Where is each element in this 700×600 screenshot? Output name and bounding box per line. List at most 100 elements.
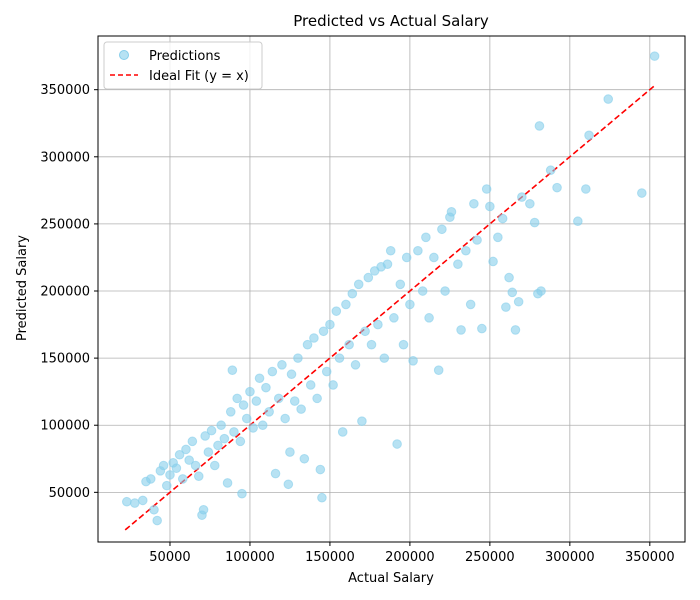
prediction-point <box>379 353 390 363</box>
y-tick-label: 250000 <box>40 217 90 232</box>
legend-label-predictions: Predictions <box>149 49 221 64</box>
prediction-point <box>421 232 431 243</box>
prediction-point <box>398 339 409 350</box>
prediction-point <box>318 326 329 337</box>
legend-box <box>103 41 263 90</box>
x-tick-label: 150000 <box>305 550 355 565</box>
prediction-point <box>350 360 361 370</box>
prediction-point <box>417 286 428 296</box>
prediction-point <box>248 423 258 433</box>
legend: Predictions Ideal Fit (y = x) <box>103 41 263 90</box>
prediction-point <box>453 259 463 269</box>
legend-marker-predictions <box>119 50 129 60</box>
prediction-point <box>219 433 230 444</box>
prediction-point <box>309 333 319 343</box>
prediction-point <box>334 353 345 363</box>
ideal-fit-line-layer <box>124 85 656 531</box>
prediction-points <box>121 51 660 526</box>
prediction-point <box>198 504 209 515</box>
prediction-point <box>216 420 226 431</box>
prediction-point <box>529 217 540 228</box>
legend-label-ideal-fit: Ideal Fit (y = x) <box>149 69 249 84</box>
prediction-point <box>649 51 660 61</box>
prediction-point <box>504 272 514 283</box>
prediction-point <box>145 474 156 484</box>
prediction-point <box>353 279 364 290</box>
x-tick-label: 200000 <box>385 550 435 565</box>
prediction-point <box>510 325 521 335</box>
prediction-point <box>227 365 238 376</box>
y-axis-label: Predicted Salary <box>15 235 30 341</box>
x-axis-ticks: 50000 100000 150000 200000 250000 300000 35000… <box>149 542 675 565</box>
prediction-point <box>181 444 191 455</box>
prediction-point <box>373 319 383 330</box>
prediction-point <box>184 455 194 465</box>
prediction-point <box>545 165 556 176</box>
prediction-point <box>637 188 647 198</box>
prediction-point <box>581 184 591 194</box>
prediction-point <box>424 313 434 323</box>
prediction-point <box>401 252 412 263</box>
prediction-point <box>238 400 249 410</box>
prediction-point <box>573 216 583 227</box>
x-axis-label: Actual Salary <box>348 571 434 586</box>
prediction-point <box>229 427 239 437</box>
prediction-point <box>501 302 511 312</box>
prediction-point <box>344 339 354 350</box>
prediction-point <box>213 440 223 451</box>
prediction-point <box>225 407 236 417</box>
x-tick-label: 50000 <box>149 550 190 565</box>
prediction-point <box>121 496 132 507</box>
prediction-point <box>302 339 313 350</box>
prediction-point <box>267 366 278 377</box>
prediction-point <box>270 468 281 479</box>
prediction-point <box>331 306 342 316</box>
prediction-point <box>286 369 297 380</box>
prediction-point <box>389 313 399 323</box>
prediction-point <box>321 366 332 377</box>
prediction-point <box>408 356 418 366</box>
prediction-point <box>261 382 271 393</box>
prediction-point <box>413 245 423 256</box>
prediction-point <box>273 393 284 404</box>
prediction-point <box>312 393 322 404</box>
prediction-point <box>293 353 303 363</box>
ideal-fit-line <box>124 85 656 531</box>
prediction-point <box>488 256 498 267</box>
prediction-point <box>517 192 527 202</box>
prediction-point <box>129 498 140 508</box>
y-tick-label: 300000 <box>40 150 90 165</box>
prediction-point <box>235 436 246 447</box>
prediction-point <box>366 339 377 350</box>
prediction-point <box>174 449 185 460</box>
prediction-point <box>360 326 370 337</box>
prediction-point <box>357 416 367 427</box>
prediction-point <box>433 365 444 376</box>
prediction-point <box>283 479 294 490</box>
prediction-point <box>461 245 471 256</box>
prediction-point <box>477 323 487 334</box>
prediction-point <box>507 287 518 298</box>
prediction-point <box>137 495 148 506</box>
prediction-point <box>200 431 210 441</box>
y-tick-label: 150000 <box>40 352 90 367</box>
prediction-point <box>525 198 535 209</box>
prediction-point <box>440 286 450 296</box>
prediction-point <box>603 94 614 104</box>
prediction-point <box>534 121 545 131</box>
prediction-point <box>280 413 290 424</box>
prediction-point <box>497 213 508 224</box>
prediction-point <box>465 299 476 310</box>
prediction-point <box>161 480 172 491</box>
prediction-point <box>257 420 268 431</box>
prediction-point <box>429 252 439 263</box>
prediction-point <box>317 492 327 503</box>
prediction-point <box>446 207 457 217</box>
prediction-point <box>193 471 204 482</box>
prediction-point <box>158 460 169 471</box>
prediction-point <box>493 232 503 243</box>
x-tick-label: 100000 <box>225 550 275 565</box>
prediction-point <box>552 182 562 193</box>
prediction-point <box>536 286 546 296</box>
prediction-point <box>456 325 466 335</box>
